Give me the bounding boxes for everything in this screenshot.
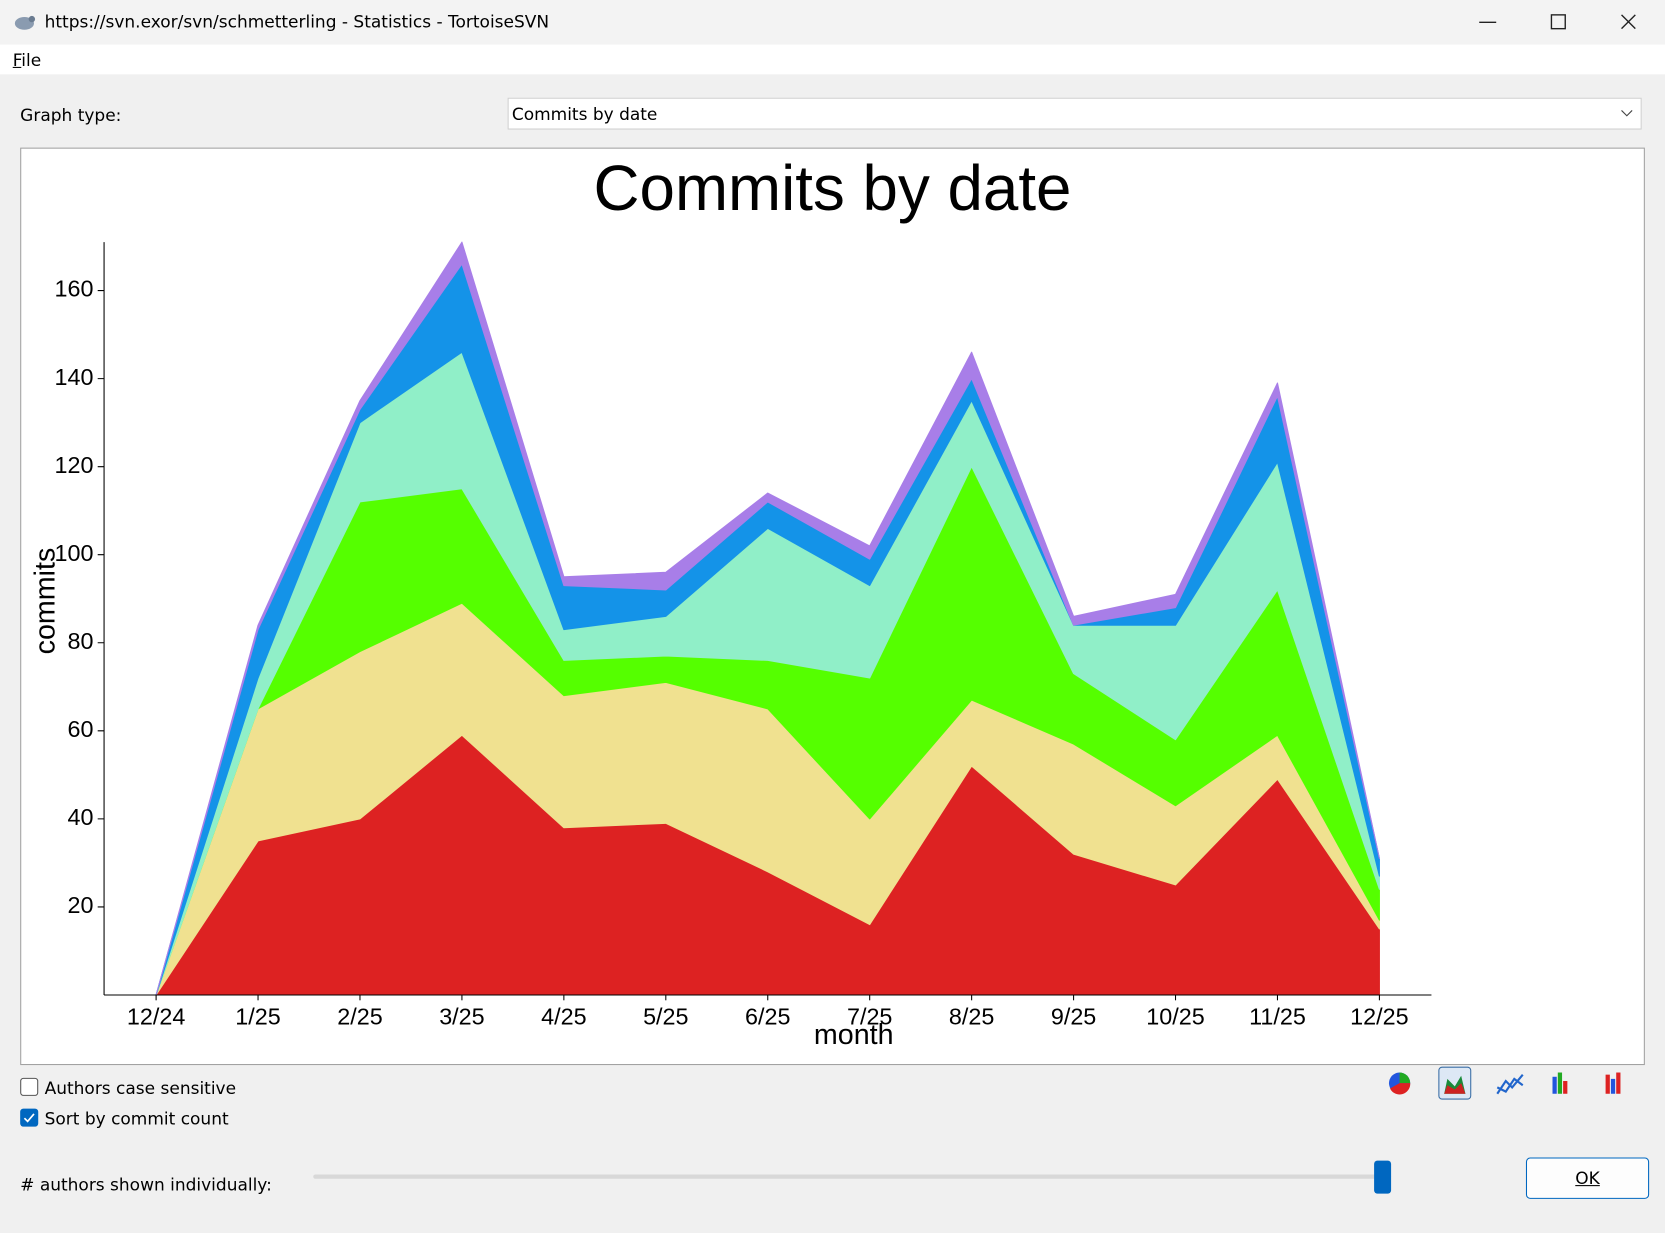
x-tick-label: 8/25 xyxy=(949,1004,994,1030)
area xyxy=(155,241,1380,996)
combo-arrow xyxy=(1621,110,1633,117)
x-tick-label: 5/25 xyxy=(643,1004,688,1030)
window-controls[interactable] xyxy=(1465,8,1646,36)
chart-title: Commits by date xyxy=(594,152,1072,224)
y-tick-label: 20 xyxy=(67,892,93,918)
y-tick-label: 160 xyxy=(54,276,93,302)
y-tick-label: 40 xyxy=(67,804,93,830)
checkbox-label: Sort by commit count xyxy=(44,1108,229,1129)
y-tick-label: 140 xyxy=(54,364,93,390)
bar-button[interactable] xyxy=(1552,1072,1568,1094)
stacked-bar-button[interactable] xyxy=(1605,1072,1621,1094)
y-axis-label: commits xyxy=(29,548,61,655)
x-tick-label: 11/25 xyxy=(1249,1004,1306,1030)
menu-item[interactable]: File xyxy=(12,49,42,71)
graph-type-label: Graph type: xyxy=(20,105,122,126)
check-mark xyxy=(23,1113,35,1123)
x-tick-label: 6/25 xyxy=(745,1004,790,1030)
checkbox[interactable] xyxy=(20,1077,39,1096)
x-tick-label: 3/25 xyxy=(439,1004,484,1030)
pie-button[interactable] xyxy=(1388,1072,1411,1095)
ok-button[interactable]: OK xyxy=(1525,1157,1650,1199)
app-icon xyxy=(14,15,36,30)
y-tick-label: 100 xyxy=(54,540,93,566)
checkbox-label: Authors case sensitive xyxy=(44,1077,237,1099)
slider-track[interactable] xyxy=(313,1174,1392,1179)
x-tick-label: 12/24 xyxy=(127,1004,185,1030)
x-axis-label: month xyxy=(814,1019,894,1051)
y-tick-label: 120 xyxy=(54,452,93,478)
x-tick-label: 2/25 xyxy=(337,1004,382,1030)
chart: Commits by date month commits 20 40 60 80 10… xyxy=(29,152,1432,1051)
area-button[interactable] xyxy=(1438,1066,1472,1100)
graph-type-combo[interactable]: Commits by date xyxy=(507,97,1642,130)
y-tick-label: 80 xyxy=(67,628,93,654)
chart-panel: Commits by date month commits 20 40 60 80 10… xyxy=(20,147,1645,1066)
x-tick-label: 10/25 xyxy=(1146,1004,1204,1030)
line-button[interactable] xyxy=(1496,1073,1524,1095)
x-tick-label: 4/25 xyxy=(541,1004,586,1030)
x-tick-label: 1/25 xyxy=(235,1004,280,1030)
slider-thumb[interactable] xyxy=(1374,1160,1392,1194)
x-tick-label: 12/25 xyxy=(1350,1004,1408,1030)
y-tick-label: 60 xyxy=(67,716,93,742)
slider-label: # authors shown individually: xyxy=(20,1174,272,1195)
menu-bar: File xyxy=(0,44,1665,75)
checkbox[interactable] xyxy=(20,1108,39,1127)
window-title: https://svn.exor/svn/schmetterling - Sta… xyxy=(44,11,550,32)
combo-value: Commits by date xyxy=(511,104,658,125)
title-bar: https://svn.exor/svn/schmetterling - Sta… xyxy=(0,0,1665,45)
x-tick-label: 7/25 xyxy=(847,1004,892,1030)
graph-style-buttons xyxy=(1388,1066,1621,1100)
x-tick-label: 9/25 xyxy=(1051,1004,1096,1030)
